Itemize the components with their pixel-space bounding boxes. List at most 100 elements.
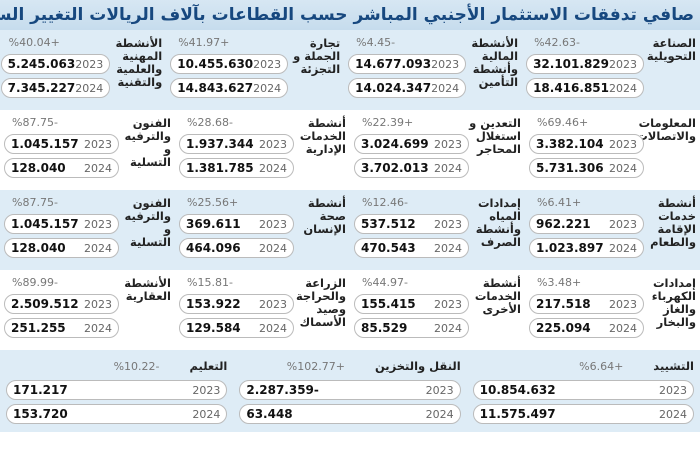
year-label: 2024 <box>609 81 637 95</box>
value: 5.731.306 <box>536 161 604 175</box>
value-pill-2023: 2023 537.512 <box>354 214 469 234</box>
value-pill-2024: 2024 14.024.347 <box>348 78 467 98</box>
value: 129.584 <box>186 321 241 335</box>
value-pill-2023: 2023 5.245.063 <box>0 54 111 74</box>
year-label: 2024 <box>431 81 460 95</box>
year-label: 2024 <box>84 321 112 335</box>
sector-row: المعلومات والاتصالات %69.46+ 2023 3.382.… <box>0 110 700 190</box>
value: 3.702.013 <box>361 161 429 175</box>
value-pill-2024: 2024 18.416.851 <box>526 78 644 98</box>
year-label: 2023 <box>659 383 687 397</box>
annual-change: %102.77+ <box>286 360 345 373</box>
value-pill-2023: 2023 1.045.157 <box>4 134 119 154</box>
value: 1.023.897 <box>536 241 604 255</box>
value-pill-2024: 2024 85.529 <box>354 318 469 338</box>
annual-change: %42.63- <box>534 36 580 49</box>
value: 2.287.359- <box>246 383 319 397</box>
sector-label: الأنشطة المالية وأنشطة التأمين <box>471 36 519 89</box>
value-pill-2023: 2023 32.101.829 <box>526 54 644 74</box>
year-label: 2024 <box>259 161 287 175</box>
sector-cell: التعدين و استغلال المحاجر %22.39+ 2023 3… <box>350 112 525 188</box>
value-pill-2023: 2023 962.221 <box>529 214 644 234</box>
sector-cell: إمدادات المياه وأنشطة الصرف %12.46- 2023… <box>350 192 525 268</box>
annual-change: %10.22- <box>113 360 160 373</box>
year-label: 2024 <box>434 161 462 175</box>
sector-label: الصناعة التحويلية <box>646 36 696 63</box>
sector-label: أنشطة الخدمات الأخرى <box>474 276 521 316</box>
year-label: 2023 <box>259 137 287 151</box>
value: 2.509.512 <box>11 297 79 311</box>
value-pill-2023: 2023 2.509.512 <box>4 294 119 314</box>
value-pill-2023: 2023 3.382.104 <box>529 134 644 154</box>
year-label: 2024 <box>434 321 462 335</box>
sector-cell: أنشطة خدمات الإقامة والطعام %6.41+ 2023 … <box>525 192 700 268</box>
sector-cell: الأنشطة العقارية %89.99- 2023 2.509.512 … <box>0 272 175 348</box>
value-pill-2023: 2023 14.677.093 <box>348 54 467 74</box>
value-pill-2024: 2024 225.094 <box>529 318 644 338</box>
year-label: 2024 <box>609 161 637 175</box>
sector-label: الفنون والترفيه و التسلية <box>124 116 171 169</box>
sector-row: إمدادات الكهرباء والغاز والبخار %3.48+ 2… <box>0 270 700 350</box>
value-pill-2023: 2023 1.937.344 <box>179 134 294 154</box>
value: 537.512 <box>361 217 416 231</box>
value-pill-2023: 2023 3.024.699 <box>354 134 469 154</box>
value: 171.217 <box>13 383 68 397</box>
year-label: 2023 <box>434 297 462 311</box>
value-pill-2024: 2024 1.381.785 <box>179 158 294 178</box>
sector-label: أنشطة خدمات الإقامة والطعام <box>650 196 696 249</box>
value: 464.096 <box>186 241 241 255</box>
annual-change: %12.46- <box>362 196 408 209</box>
value-pill-2023: 2023 10.854.632 <box>472 380 694 400</box>
value: 155.415 <box>361 297 416 311</box>
value: 153.922 <box>186 297 241 311</box>
sector-cell: التشييد %6.64+ 2023 10.854.632 2024 11.5… <box>467 352 700 430</box>
year-label: 2023 <box>434 217 462 231</box>
page-title: صافي تدفقات الاستثمار الأجنبي المباشر حس… <box>0 0 700 30</box>
value: 217.518 <box>536 297 591 311</box>
value: 5.245.063 <box>7 57 76 71</box>
annual-change: %28.68- <box>187 116 233 129</box>
year-label: 2023 <box>253 57 282 71</box>
year-label: 2023 <box>75 57 104 71</box>
sector-row: الصناعة التحويلية %42.63- 2023 32.101.82… <box>0 30 700 110</box>
annual-change: %87.75- <box>12 196 58 209</box>
sector-row: أنشطة خدمات الإقامة والطعام %6.41+ 2023 … <box>0 190 700 270</box>
year-label: 2023 <box>84 297 112 311</box>
sector-row: التشييد %6.64+ 2023 10.854.632 2024 11.5… <box>0 350 700 432</box>
sector-label: الأنشطة المهنية والعلمية والتقنية <box>115 36 163 89</box>
value: 14.843.627 <box>177 81 254 95</box>
value: 1.937.344 <box>186 137 254 151</box>
value-pill-2024: 2024 153.720 <box>6 404 228 424</box>
sector-cell: الفنون والترفيه و التسلية %87.75- 2023 1… <box>0 112 175 188</box>
annual-change: %25.56+ <box>187 196 239 209</box>
annual-change: %40.04+ <box>8 36 60 49</box>
annual-change: %3.48+ <box>537 276 582 289</box>
value: 63.448 <box>246 407 293 421</box>
value: 7.345.227 <box>7 81 76 95</box>
sector-cell: النقل والتخزين %102.77+ 2023 2.287.359- … <box>233 352 466 430</box>
year-label: 2024 <box>609 321 637 335</box>
value: 85.529 <box>361 321 408 335</box>
value-pill-2024: 2024 7.345.227 <box>0 78 111 98</box>
value: 470.543 <box>361 241 416 255</box>
year-label: 2024 <box>84 161 112 175</box>
value-pill-2023: 2023 217.518 <box>529 294 644 314</box>
value-pill-2024: 2024 128.040 <box>4 158 119 178</box>
year-label: 2023 <box>84 217 112 231</box>
value: 11.575.497 <box>479 407 556 421</box>
year-label: 2023 <box>84 137 112 151</box>
sector-label: إمدادات الكهرباء والغاز والبخار <box>651 276 696 329</box>
value-pill-2024: 2024 3.702.013 <box>354 158 469 178</box>
annual-change: %22.39+ <box>362 116 414 129</box>
value: 1.045.157 <box>11 137 79 151</box>
value: 10.854.632 <box>479 383 556 397</box>
year-label: 2023 <box>434 137 462 151</box>
sector-label: التعدين و استغلال المحاجر <box>469 116 521 156</box>
value: 3.024.699 <box>361 137 429 151</box>
year-label: 2024 <box>253 81 282 95</box>
sector-label: أنشطة الخدمات الإدارية <box>299 116 346 156</box>
year-label: 2024 <box>659 407 687 421</box>
sector-label: الفنون والترفيه و التسلية <box>124 196 171 249</box>
value-pill-2024: 2024 470.543 <box>354 238 469 258</box>
value: 128.040 <box>11 241 66 255</box>
